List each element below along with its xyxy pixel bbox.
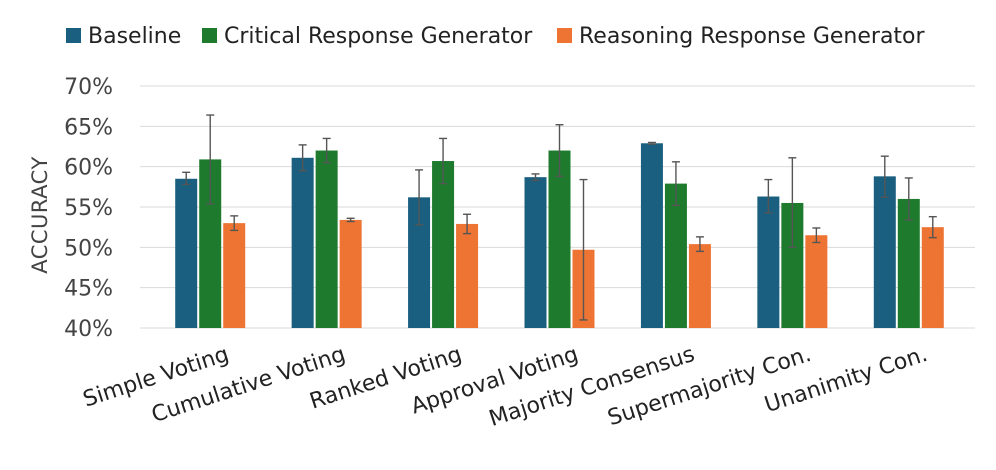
legend-label: Reasoning Response Generator — [579, 24, 926, 49]
bar — [873, 176, 896, 328]
bar — [921, 227, 944, 328]
legend-swatch — [66, 28, 81, 43]
y-tick-label: 65% — [64, 115, 113, 140]
bar — [223, 223, 246, 328]
bar — [757, 196, 780, 328]
bar — [456, 223, 479, 328]
bar — [897, 198, 920, 328]
y-tick-label: 50% — [64, 236, 113, 261]
legend-label: Baseline — [88, 24, 181, 49]
bar — [805, 235, 828, 328]
bar — [548, 150, 571, 328]
y-axis-label: ACCURACY — [28, 156, 52, 274]
bar — [640, 143, 663, 328]
y-tick-label: 45% — [64, 277, 113, 302]
legend-item: Reasoning Response Generator — [557, 24, 926, 49]
y-tick-label: 55% — [64, 196, 113, 221]
bar — [315, 150, 338, 328]
y-tick-label: 40% — [64, 317, 113, 342]
y-axis-ticks: 40% 45% 50% 55% 60% 65% 70% — [64, 75, 113, 342]
bar — [291, 157, 314, 328]
legend-item: Critical Response Generator — [202, 24, 533, 49]
error-bars — [182, 114, 937, 321]
legend-swatch — [557, 28, 572, 43]
bar — [432, 161, 455, 328]
bar — [524, 177, 547, 328]
bar — [781, 202, 804, 328]
bar — [664, 183, 687, 328]
bar — [175, 178, 198, 328]
bar — [688, 244, 711, 328]
bar — [339, 219, 362, 328]
category-label: Cumulative Voting — [149, 342, 349, 428]
bar — [408, 197, 431, 328]
y-tick-label: 60% — [64, 156, 113, 181]
y-tick-label: 70% — [64, 75, 113, 100]
legend-swatch — [202, 28, 217, 43]
legend-label: Critical Response Generator — [224, 24, 533, 49]
bars — [175, 143, 944, 328]
legend: Baseline Critical Response Generator Reaso… — [66, 24, 926, 49]
legend-item: Baseline — [66, 24, 181, 49]
bar — [199, 159, 222, 328]
